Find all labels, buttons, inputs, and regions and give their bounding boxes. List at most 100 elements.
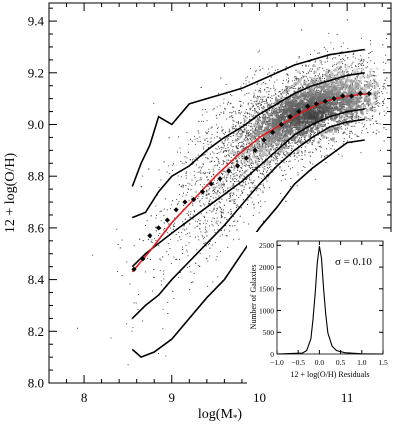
density-point: [199, 184, 201, 186]
density-point: [275, 152, 277, 154]
density-point: [223, 212, 224, 214]
density-point: [239, 215, 241, 217]
density-point: [275, 155, 277, 157]
density-point: [165, 198, 166, 200]
density-point: [211, 224, 213, 225]
density-point: [238, 155, 240, 157]
density-point: [256, 166, 258, 168]
density-point: [291, 134, 293, 136]
density-point: [376, 120, 378, 122]
density-point: [377, 102, 379, 103]
density-point: [315, 148, 317, 150]
density-point: [264, 103, 266, 105]
density-point: [342, 70, 344, 72]
density-point: [241, 158, 243, 160]
density-point: [228, 131, 230, 133]
density-point: [372, 71, 374, 72]
density-point: [197, 159, 199, 161]
density-point: [180, 176, 182, 178]
density-point: [135, 302, 137, 304]
density-point: [199, 199, 201, 201]
density-point: [230, 208, 232, 210]
density-point: [207, 143, 209, 145]
density-point: [259, 69, 261, 71]
density-point: [202, 109, 204, 111]
density-point: [242, 131, 244, 132]
density-point: [268, 68, 269, 70]
density-point: [299, 72, 301, 74]
density-point: [240, 154, 242, 156]
density-point: [208, 188, 210, 190]
density-point: [251, 139, 253, 141]
density-point: [231, 112, 233, 113]
density-point: [248, 81, 250, 83]
density-point: [321, 155, 323, 157]
density-point: [226, 192, 228, 194]
density-point: [275, 108, 277, 109]
density-point: [338, 131, 339, 133]
density-point: [300, 93, 302, 95]
density-point: [242, 158, 244, 159]
density-point: [356, 113, 358, 115]
density-point: [201, 234, 203, 236]
density-point: [240, 104, 241, 106]
density-point: [366, 112, 368, 114]
density-point: [249, 171, 251, 173]
density-point: [232, 179, 234, 181]
density-point: [254, 108, 256, 110]
density-point: [205, 245, 207, 247]
density-point: [240, 129, 242, 130]
density-point: [227, 103, 228, 105]
density-point: [350, 121, 352, 123]
density-point: [260, 137, 262, 139]
density-point: [301, 141, 303, 143]
density-point: [204, 204, 206, 206]
density-point: [300, 83, 302, 85]
density-point: [340, 65, 342, 67]
density-point: [247, 204, 248, 205]
density-point: [177, 204, 179, 206]
density-point: [212, 168, 214, 170]
density-point: [247, 129, 249, 131]
density-point: [327, 137, 329, 139]
density-point: [367, 104, 369, 106]
density-point: [301, 158, 303, 160]
density-point: [162, 256, 164, 258]
density-point: [258, 212, 260, 214]
density-point: [235, 172, 237, 174]
density-point: [235, 125, 237, 127]
density-point: [230, 211, 232, 213]
density-point: [179, 194, 181, 196]
density-point: [266, 171, 268, 173]
density-point: [378, 88, 380, 90]
density-point: [169, 248, 171, 249]
density-point: [198, 265, 200, 267]
density-point: [237, 161, 239, 163]
density-point: [364, 85, 366, 87]
density-point: [245, 165, 247, 167]
density-point: [119, 247, 121, 249]
density-point: [378, 95, 380, 97]
density-point: [360, 71, 362, 73]
density-point: [335, 121, 337, 123]
density-point: [206, 235, 208, 237]
density-point: [383, 110, 385, 112]
density-point: [159, 258, 161, 260]
density-point: [244, 183, 246, 185]
density-point: [274, 90, 276, 92]
density-point: [268, 93, 270, 95]
density-point: [282, 107, 284, 109]
density-point: [365, 107, 367, 109]
density-point: [270, 166, 272, 168]
density-point: [330, 128, 332, 130]
density-point: [268, 153, 270, 155]
density-point: [223, 163, 225, 165]
density-point: [246, 133, 248, 134]
density-point: [349, 136, 350, 138]
density-point: [350, 130, 352, 132]
density-point: [214, 229, 215, 231]
density-point: [291, 147, 293, 149]
density-point: [275, 96, 277, 98]
density-point: [223, 161, 225, 163]
density-point: [266, 174, 268, 176]
